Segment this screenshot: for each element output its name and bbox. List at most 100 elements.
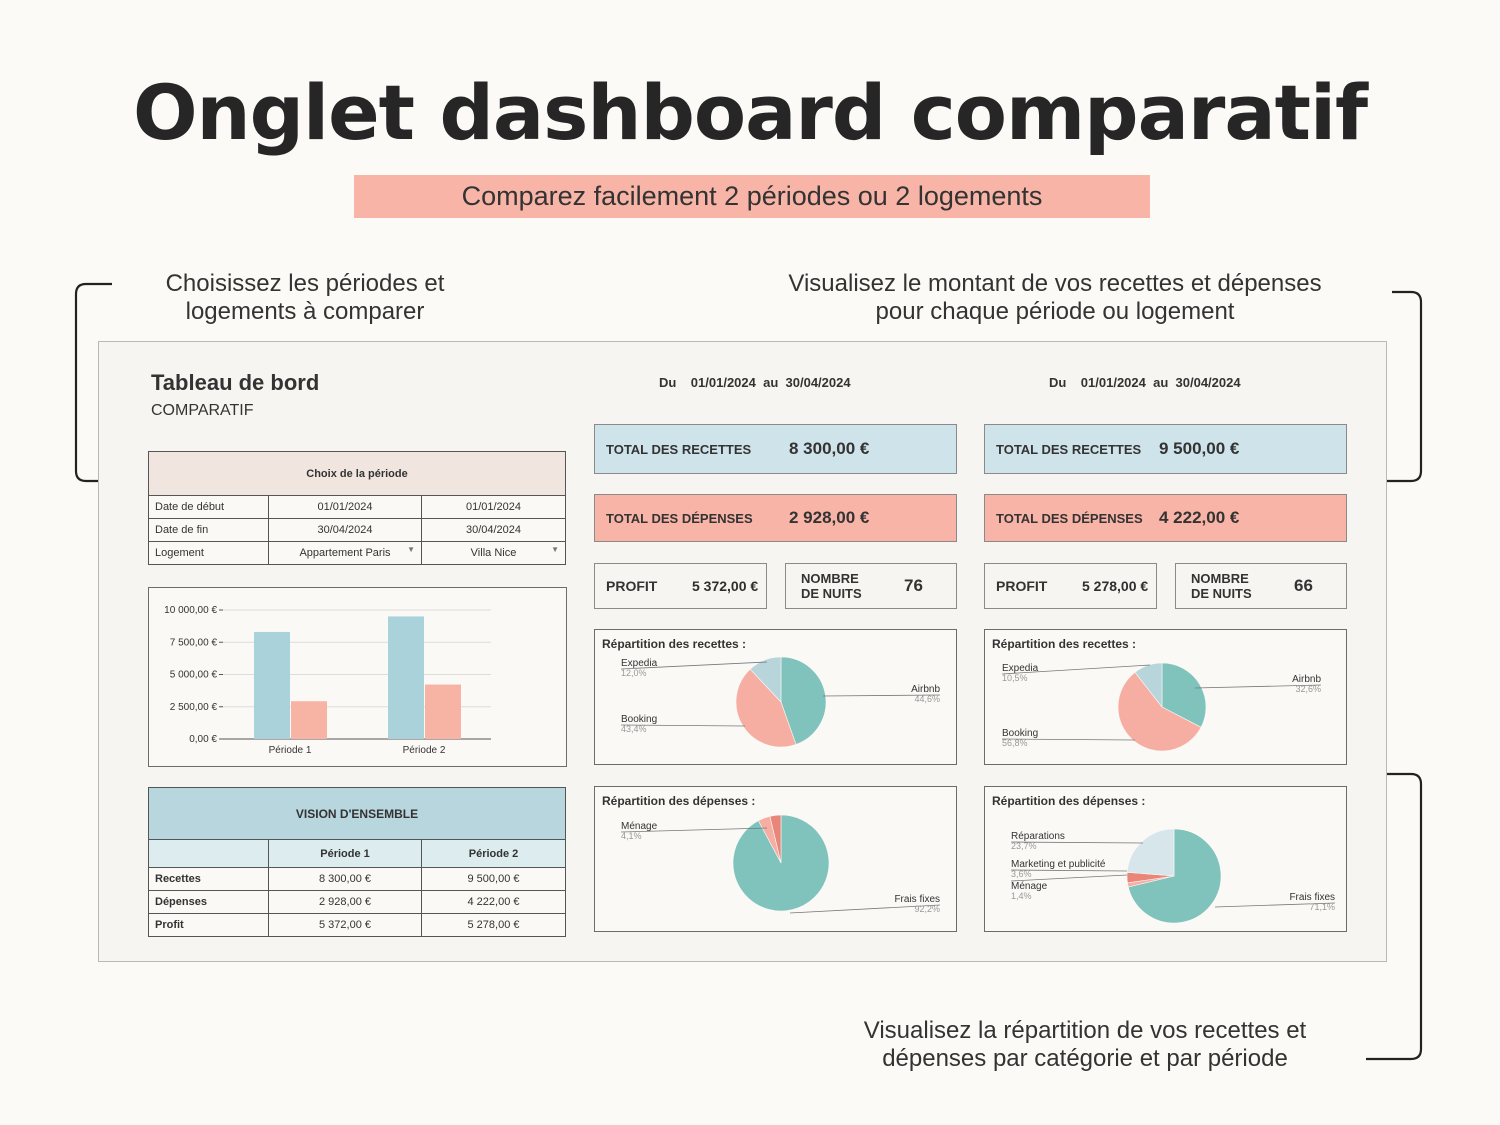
period-2-end: 30/04/2024 (1175, 375, 1241, 390)
annotation-left: Choisissez les périodes et logements à c… (130, 270, 480, 326)
bar-chart-box: 10 000,00 € 7 500,00 € 5 000,00 € 2 500,00 … (148, 587, 567, 767)
leader-line (1010, 841, 1144, 844)
kpi-label: TOTAL DES DÉPENSES (996, 510, 1143, 526)
slice-label: Réparations (1011, 831, 1065, 842)
kpi-value: 76 (904, 576, 923, 595)
leader-line (1001, 664, 1151, 675)
cell-value: 2 928,00 € (268, 890, 422, 914)
pie-slice (1126, 828, 1175, 877)
leader-line (620, 661, 768, 670)
period-2-total-depenses: TOTAL DES DÉPENSES 4 222,00 € (984, 494, 1347, 542)
table-row: Recettes 8 300,00 € 9 500,00 € (148, 867, 566, 891)
period-selection-header: Choix de la période (148, 451, 566, 495)
period-1-rep-depenses: Répartition des dépenses : Frais fixes 92… (594, 786, 957, 932)
chart-title: Répartition des recettes : (992, 637, 1137, 651)
slice-label: Booking (1002, 728, 1038, 739)
kpi-label-line: DE NUITS (801, 586, 862, 601)
end-date-p2-field[interactable]: 30/04/2024 (421, 518, 566, 542)
slice-pct: 4,1% (621, 831, 642, 841)
kpi-label: PROFIT (996, 578, 1048, 594)
subtitle-banner: Comparez facilement 2 périodes ou 2 loge… (354, 175, 1150, 218)
period-1-end: 30/04/2024 (785, 375, 851, 390)
subtitle-text: Comparez facilement 2 périodes ou 2 loge… (461, 181, 1043, 211)
y-tick-label: 7 500,00 € (170, 637, 218, 648)
table-row: Profit 5 372,00 € 5 278,00 € (148, 913, 566, 937)
slice-label: Expedia (621, 658, 658, 669)
x-tick-label: Période 1 (269, 745, 312, 756)
annotation-right-top-line-1: Visualisez le montant de vos recettes et… (788, 270, 1322, 297)
column-header: Période 2 (421, 839, 566, 868)
period-1-start: 01/01/2024 (690, 375, 756, 390)
kpi-value: 5 372,00 € (692, 578, 759, 594)
period-1-profit: PROFIT 5 372,00 € (594, 563, 767, 609)
column-header: Période 1 (268, 839, 422, 868)
cell-value: 8 300,00 € (268, 867, 422, 891)
annotation-right-top-line-2: pour chaque période ou logement (875, 298, 1235, 325)
dashboard-screenshot: Tableau de bord COMPARATIF Choix de la p… (98, 341, 1387, 962)
slice-label: Ménage (1011, 881, 1048, 892)
overview-header: VISION D'ENSEMBLE (148, 787, 566, 839)
period-selection-table: Choix de la période Date de début 01/01/… (148, 451, 566, 565)
chart-title: Répartition des dépenses : (992, 794, 1146, 808)
kpi-label: NOMBRE DE NUITS (801, 571, 904, 601)
cell-value: 5 278,00 € (421, 913, 566, 937)
annotation-left-line-1: Choisissez les périodes et (165, 270, 445, 297)
leader-line (1194, 684, 1322, 689)
slice-label: Ménage (621, 821, 658, 832)
dashboard-title: Tableau de bord (151, 370, 320, 395)
kpi-label-line: NOMBRE (801, 571, 859, 586)
pie-slice (780, 656, 827, 745)
table-row: Date de début 01/01/2024 01/01/2024 (148, 495, 566, 519)
slice-label: Frais fixes (1289, 892, 1335, 903)
table-header-row: Période 1 Période 2 (148, 839, 566, 868)
logement-p2-select[interactable]: Villa Nice ▼ (421, 541, 566, 565)
overview-table: VISION D'ENSEMBLE Période 1 Période 2 Re… (148, 787, 566, 937)
dropdown-arrow-icon[interactable]: ▼ (551, 545, 559, 554)
slice-pct: 12,0% (621, 668, 647, 678)
bar (388, 616, 424, 739)
row-label: Profit (148, 913, 269, 937)
leader-line (1010, 869, 1128, 872)
logement-p1-select[interactable]: Appartement Paris ▼ (268, 541, 422, 565)
chart-title: Répartition des dépenses : (602, 794, 756, 808)
slice-pct: 44,6% (914, 694, 940, 704)
kpi-label: TOTAL DES RECETTES (996, 441, 1142, 457)
kpi-value: 5 278,00 € (1082, 578, 1149, 594)
period-1-total-recettes: TOTAL DES RECETTES 8 300,00 € (594, 424, 957, 474)
table-row: Dépenses 2 928,00 € 4 222,00 € (148, 890, 566, 914)
start-date-p1-field[interactable]: 01/01/2024 (268, 495, 422, 519)
end-date-p1-field[interactable]: 30/04/2024 (268, 518, 422, 542)
slice-label: Marketing et publicité (1011, 859, 1106, 870)
leader-line (620, 724, 746, 727)
au-label: au (1153, 375, 1169, 390)
kpi-value: 9 500,00 € (1159, 439, 1240, 458)
pie-slice (769, 814, 782, 864)
table-row: Date de fin 30/04/2024 30/04/2024 (148, 518, 566, 542)
kpi-label: TOTAL DES RECETTES (606, 441, 752, 457)
slice-pct: 1,4% (1011, 891, 1032, 901)
y-tick-label: 10 000,00 € (164, 605, 217, 616)
slice-label: Booking (621, 714, 657, 725)
slice-pct: 3,6% (1011, 869, 1032, 879)
kpi-value: 66 (1294, 576, 1313, 595)
period-1-nuits: NOMBRE DE NUITS 76 (785, 563, 957, 609)
slice-pct: 92,2% (914, 904, 940, 914)
kpi-value: 8 300,00 € (789, 439, 870, 458)
pie-slice (732, 814, 830, 912)
slice-label: Airbnb (1292, 674, 1321, 685)
leader-line (789, 904, 941, 914)
kpi-label-line: DE NUITS (1191, 586, 1252, 601)
start-date-p2-field[interactable]: 01/01/2024 (421, 495, 566, 519)
logement-p2-value: Villa Nice (470, 547, 517, 559)
y-tick-label: 5 000,00 € (170, 670, 218, 681)
slice-pct: 56,8% (1002, 738, 1028, 748)
du-label: Du (659, 375, 677, 390)
dropdown-arrow-icon[interactable]: ▼ (407, 545, 415, 554)
y-tick-label: 0,00 € (189, 734, 217, 745)
bar (291, 701, 327, 739)
kpi-value: 4 222,00 € (1159, 508, 1240, 527)
du-label: Du (1049, 375, 1067, 390)
